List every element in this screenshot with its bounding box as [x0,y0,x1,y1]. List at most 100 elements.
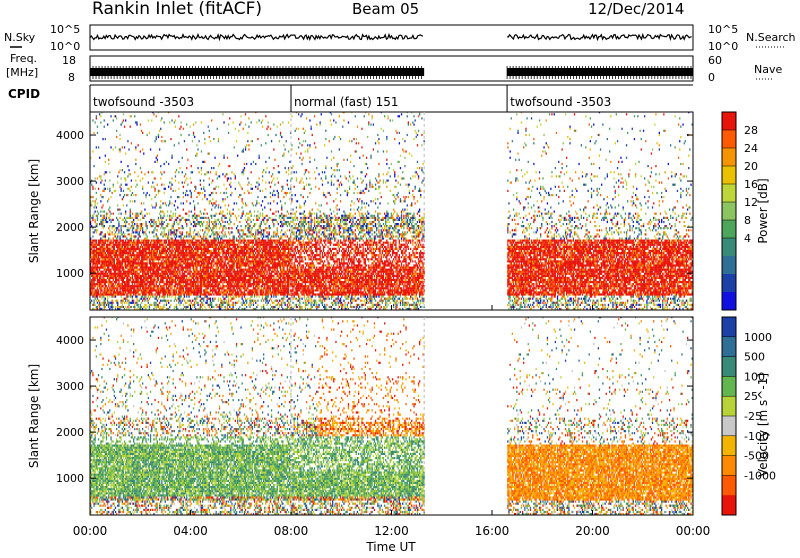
heatmap-cell [92,119,93,121]
heatmap-cell [179,298,180,300]
heatmap-cell [99,113,100,115]
nave-tick-low: 0 [708,71,715,84]
heatmap-cell [184,285,185,287]
heatmap-cell [204,196,205,198]
heatmap-cell [231,213,232,215]
heatmap-cell [178,182,179,184]
heatmap-cell [100,194,101,196]
heatmap-cell [102,273,103,275]
heatmap-cell [210,200,211,202]
heatmap-cell [184,235,185,237]
heatmap-cell [202,240,203,242]
heatmap-cell [132,229,133,231]
heatmap-cell [180,289,181,291]
heatmap-cell [102,267,103,269]
heatmap-cell [164,121,165,123]
heatmap-cell [197,235,198,237]
heatmap-cell [195,217,196,219]
heatmap-cell [195,287,196,289]
heatmap-cell [225,285,226,287]
heatmap-cell [126,250,127,252]
heatmap-cell [93,248,94,250]
heatmap-cell [121,256,122,258]
heatmap-cell [158,262,159,264]
heatmap-cell [220,271,221,273]
heatmap-cell [121,285,122,287]
heatmap-cell [144,215,145,217]
heatmap-cell [132,244,133,246]
heatmap-cell [180,279,181,281]
heatmap-cell [142,177,143,179]
heatmap-cell [148,296,149,298]
heatmap-cell [204,244,205,246]
heatmap-cell [169,246,170,248]
heatmap-cell [201,287,202,289]
heatmap-cell [226,264,227,266]
heatmap-cell [221,289,222,291]
heatmap-cell [220,258,221,260]
heatmap-cell [210,246,211,248]
heatmap-cell [196,155,197,157]
heatmap-cell [165,188,166,190]
heatmap-cell [184,275,185,277]
heatmap-cell [234,146,235,148]
heatmap-cell [228,300,229,302]
heatmap-cell [187,248,188,250]
heatmap-cell [239,256,240,258]
heatmap-cell [92,235,93,237]
heatmap-cell [170,304,171,306]
heatmap-cell [92,264,93,266]
heatmap-cell [104,173,105,175]
heatmap-cell [164,231,165,233]
heatmap-cell [135,186,136,188]
heatmap-cell [175,298,176,300]
heatmap-cell [195,215,196,217]
heatmap-cell [178,223,179,225]
heatmap-cell [106,264,107,266]
heatmap-cell [218,186,219,188]
heatmap-cell [236,219,237,221]
heatmap-cell [186,233,187,235]
heatmap-cell [151,277,152,279]
heatmap-cell [191,252,192,254]
heatmap-cell [140,285,141,287]
heatmap-cell [210,258,211,260]
heatmap-cell [113,242,114,244]
heatmap-cell [169,202,170,204]
heatmap-cell [95,188,96,190]
heatmap-cell [140,264,141,266]
heatmap-cell [228,254,229,256]
heatmap-cell [97,215,98,217]
heatmap-cell [176,250,177,252]
heatmap-cell [228,260,229,262]
heatmap-cell [213,298,214,300]
heatmap-cell [135,267,136,269]
heatmap-cell [184,306,185,308]
heatmap-cell [99,260,100,262]
heatmap-cell [223,155,224,157]
heatmap-cell [243,300,244,302]
heatmap-cell [142,132,143,134]
heatmap-cell [154,287,155,289]
heatmap-cell [225,298,226,300]
heatmap-cell [180,269,181,271]
heatmap-cell [153,113,154,115]
heatmap-cell [176,244,177,246]
heatmap-cell [143,267,144,269]
heatmap-cell [102,262,103,264]
heatmap-cell [195,275,196,277]
heatmap-cell [130,200,131,202]
heatmap-cell [127,277,128,279]
heatmap-cell [95,204,96,206]
heatmap-cell [231,254,232,256]
heatmap-cell [100,211,101,213]
heatmap-cell [173,254,174,256]
heatmap-cell [106,258,107,260]
heatmap-cell [153,283,154,285]
heatmap-cell [245,277,246,279]
heatmap-cell [102,196,103,198]
heatmap-cell [147,277,148,279]
heatmap-cell [158,258,159,260]
heatmap-cell [148,171,149,173]
heatmap-cell [239,277,240,279]
